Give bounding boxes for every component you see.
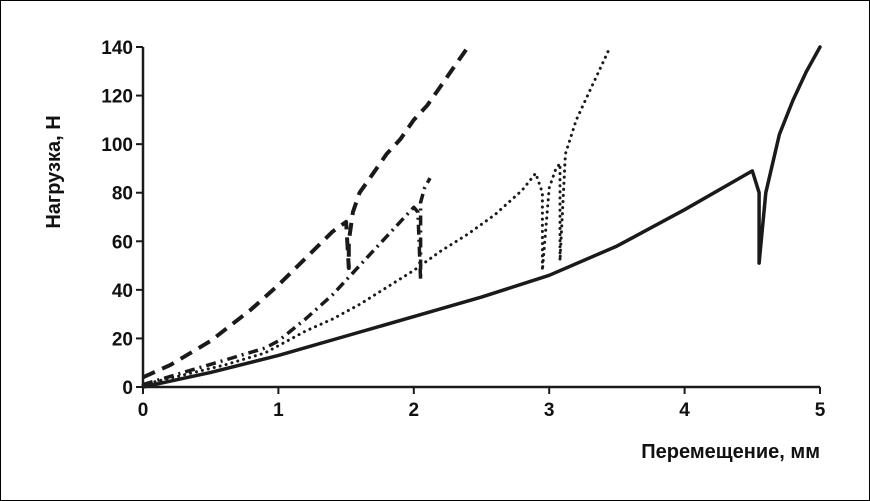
y-tick-label: 60 (112, 232, 133, 253)
y-tick-label: 140 (101, 38, 133, 59)
x-tick-label: 0 (138, 400, 149, 421)
series-line-1 (142, 45, 470, 380)
series-line-3 (141, 45, 612, 387)
y-tick-label: 20 (112, 329, 133, 350)
x-tick-label: 4 (679, 400, 690, 421)
labels: 0 1 2 3 4 5 0 20 40 60 80 100 120 140 Перемещение, мм Н… (43, 38, 826, 463)
series-line-4 (141, 45, 822, 389)
y-tick-label: 120 (101, 87, 133, 108)
x-tick-label: 2 (409, 400, 420, 421)
axes (136, 46, 821, 394)
y-tick-label: 80 (112, 184, 133, 205)
x-tick-label: 3 (544, 400, 555, 421)
x-axis-title: Перемещение, мм (641, 441, 820, 463)
series-group (141, 45, 822, 389)
y-tick-label: 100 (101, 135, 133, 156)
y-tick-label: 0 (122, 378, 133, 399)
y-axis-title: Нагрузка, Н (43, 115, 65, 228)
x-tick-label: 5 (815, 400, 826, 421)
y-tick-label: 40 (112, 281, 133, 302)
x-tick-label: 1 (273, 400, 284, 421)
